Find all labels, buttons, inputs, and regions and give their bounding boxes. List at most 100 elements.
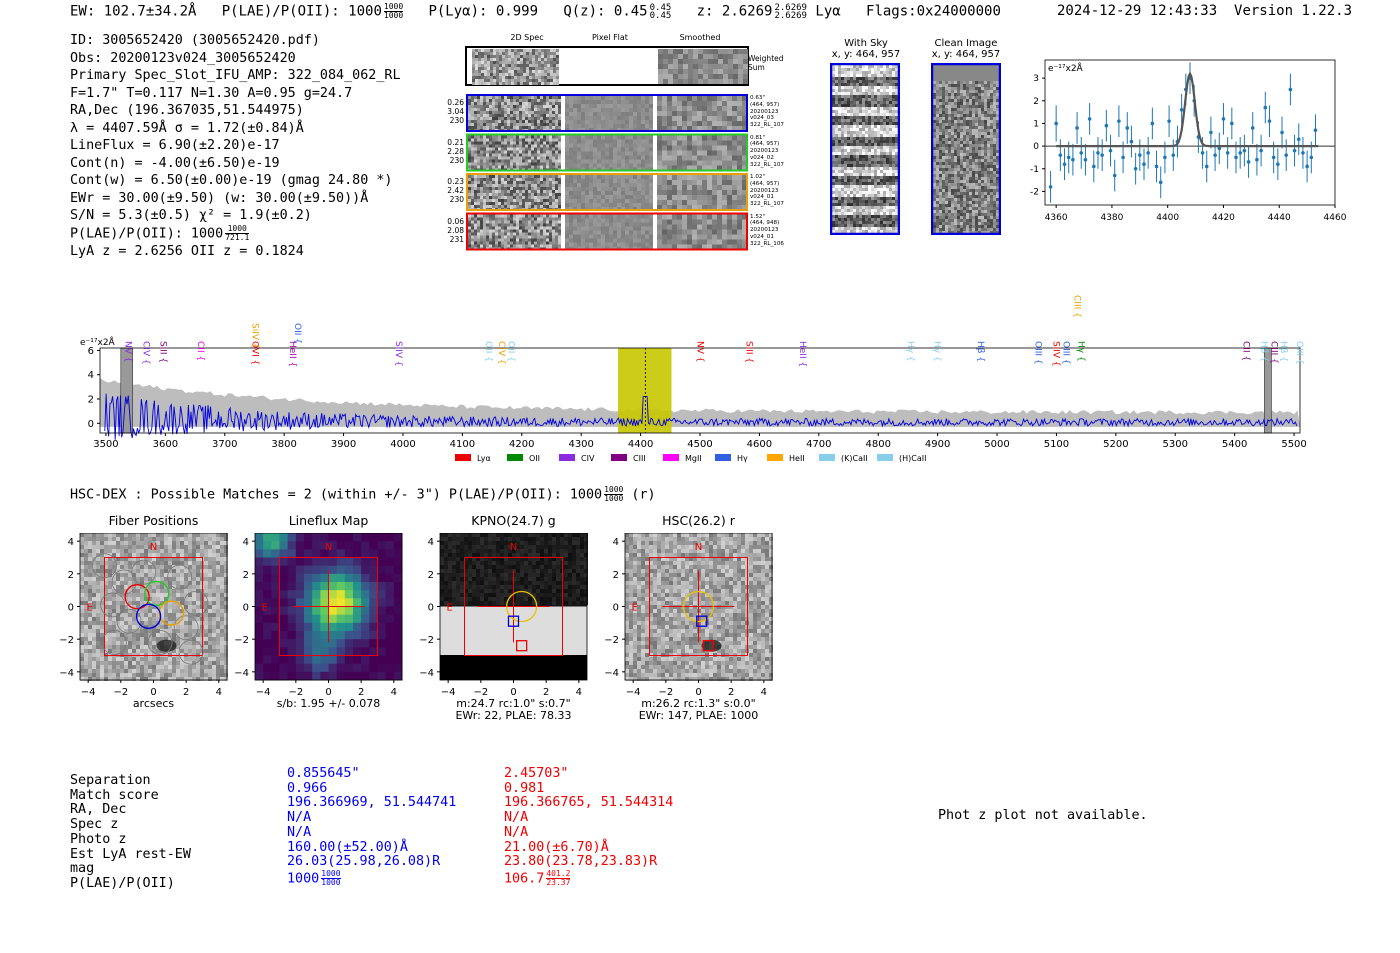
pixel — [629, 175, 633, 179]
pixel — [963, 114, 966, 117]
pixel — [682, 150, 687, 156]
pixel — [569, 226, 573, 231]
pixel — [871, 158, 874, 161]
pixel — [577, 159, 581, 164]
pixel — [528, 190, 531, 193]
pixel — [534, 235, 537, 239]
pixel — [543, 199, 546, 202]
pixel — [605, 108, 609, 112]
pixel — [629, 242, 633, 247]
pixel — [835, 161, 838, 164]
pixel — [490, 61, 493, 64]
pixel — [477, 214, 480, 218]
pixel — [480, 184, 483, 187]
pixel — [605, 151, 609, 156]
pixel — [865, 185, 868, 188]
pixel — [552, 111, 555, 114]
pixel — [528, 96, 531, 99]
pixel — [693, 64, 698, 69]
pixel — [871, 185, 874, 188]
pixel — [945, 93, 948, 96]
pixel — [832, 194, 835, 197]
pixel — [993, 105, 996, 108]
pixel — [489, 229, 492, 233]
pixel — [951, 90, 954, 93]
pixel — [507, 147, 510, 151]
pixel — [883, 230, 886, 233]
pixel — [981, 99, 984, 102]
pixel — [546, 220, 549, 224]
pixel — [847, 227, 850, 230]
pixel — [496, 73, 499, 76]
pixel — [528, 232, 531, 236]
pixel — [742, 205, 747, 210]
pixel — [625, 187, 629, 191]
pixel — [471, 238, 474, 242]
pixel — [601, 214, 605, 219]
pixel — [844, 71, 847, 74]
pixel — [838, 131, 841, 134]
pixel — [883, 203, 886, 206]
pixel — [546, 223, 549, 227]
pixel — [495, 193, 498, 196]
pixel — [871, 71, 874, 74]
pixel — [957, 120, 960, 123]
pixel — [868, 119, 871, 122]
pixel — [862, 83, 865, 86]
pixel — [847, 161, 850, 164]
pixel — [550, 49, 553, 52]
pixel — [889, 137, 892, 140]
pixel — [543, 232, 546, 236]
pixel — [516, 232, 519, 236]
pixel — [886, 92, 889, 95]
pixel — [832, 74, 835, 77]
pixel — [895, 200, 898, 203]
pixel — [468, 126, 471, 129]
pixel — [555, 138, 558, 142]
pixel — [868, 80, 871, 83]
pixel — [678, 74, 683, 79]
pixel — [993, 87, 996, 90]
pixel — [474, 165, 477, 169]
pixel — [493, 73, 496, 76]
pixel — [589, 100, 593, 104]
pixel — [838, 101, 841, 104]
pixel — [495, 123, 498, 126]
pixel — [519, 181, 522, 184]
pixel — [565, 234, 569, 239]
pixel — [645, 187, 649, 191]
pixel — [722, 160, 727, 166]
pixel — [841, 158, 844, 161]
pixel — [844, 215, 847, 218]
pixel — [544, 70, 547, 73]
pixel — [856, 113, 859, 116]
pixel — [972, 90, 975, 93]
pixel — [645, 124, 649, 128]
pixel — [844, 191, 847, 194]
pixel — [480, 159, 483, 163]
pixel — [862, 92, 865, 95]
pixel — [862, 188, 865, 191]
pixel — [847, 77, 850, 80]
pixel — [593, 214, 597, 219]
pixel — [474, 220, 477, 224]
pixel — [522, 184, 525, 187]
pixel — [865, 104, 868, 107]
pixel — [483, 153, 486, 157]
pixel — [625, 143, 629, 148]
pixel — [504, 165, 507, 169]
pixel — [504, 193, 507, 196]
pixel — [856, 149, 859, 152]
pixel — [889, 158, 892, 161]
pixel — [540, 96, 543, 99]
pixel — [593, 222, 597, 227]
pixel — [589, 155, 593, 160]
pixel — [532, 67, 535, 70]
pixel — [712, 106, 717, 111]
pixel — [657, 126, 662, 131]
pixel — [487, 49, 490, 52]
pixel — [565, 230, 569, 235]
pixel — [522, 196, 525, 199]
pixel — [601, 226, 605, 231]
pixel — [468, 238, 471, 242]
